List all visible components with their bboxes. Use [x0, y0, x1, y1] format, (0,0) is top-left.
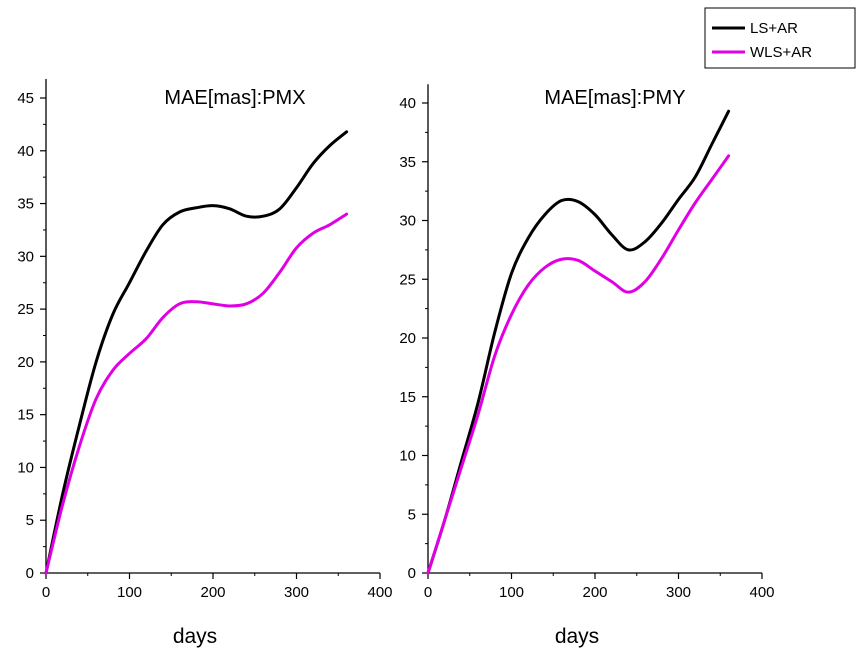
legend-label-wls-ar: WLS+AR	[750, 44, 812, 61]
x-tick-label: 100	[117, 584, 142, 601]
series-line-ls-ar	[426, 109, 731, 575]
y-tick-label: 5	[408, 506, 416, 523]
x-tick-label: 0	[42, 584, 50, 601]
y-tick-label: 35	[399, 154, 416, 171]
y-tick-label: 15	[17, 407, 34, 424]
y-tick-label: 15	[399, 389, 416, 406]
y-tick-label: 20	[399, 330, 416, 347]
series-line-wls-ar	[44, 212, 349, 575]
x-tick-label: 100	[499, 584, 524, 601]
y-tick-label: 10	[399, 448, 416, 465]
y-tick-label: 35	[17, 196, 34, 213]
y-tick-label: 30	[399, 213, 416, 230]
y-tick-label: 30	[17, 248, 34, 265]
x-tick-label: 300	[284, 584, 309, 601]
x-tick-label: 200	[582, 584, 607, 601]
series-line-ls-ar	[44, 130, 349, 575]
y-tick-label: 10	[17, 459, 34, 476]
y-tick-label: 25	[399, 271, 416, 288]
y-tick-label: 0	[408, 565, 416, 582]
x-axis-label: days	[173, 625, 217, 648]
legend: LS+AR WLS+AR	[704, 7, 856, 69]
y-tick-label: 25	[17, 301, 34, 318]
x-tick-label: 200	[200, 584, 225, 601]
y-tick-label: 0	[26, 565, 34, 582]
x-axis-label: days	[555, 625, 599, 648]
y-tick-label: 40	[17, 143, 34, 160]
legend-label-ls-ar: LS+AR	[750, 20, 798, 37]
x-tick-label: 400	[367, 584, 392, 601]
x-tick-label: 0	[424, 584, 432, 601]
y-tick-label: 40	[399, 95, 416, 112]
series-line-wls-ar	[426, 154, 731, 575]
legend-box	[704, 7, 856, 69]
y-tick-label: 20	[17, 354, 34, 371]
panel-title: MAE[mas]:PMX	[164, 87, 305, 109]
y-tick-label: 5	[26, 512, 34, 529]
y-tick-label: 45	[17, 90, 34, 107]
x-tick-label: 400	[749, 584, 774, 601]
panel-title: MAE[mas]:PMY	[544, 87, 685, 109]
panel-1: 0 5 10 15 20 25 30 35 40 45 0 100 200 300 400 days MAE[m…	[17, 79, 393, 648]
x-tick-label: 300	[666, 584, 691, 601]
